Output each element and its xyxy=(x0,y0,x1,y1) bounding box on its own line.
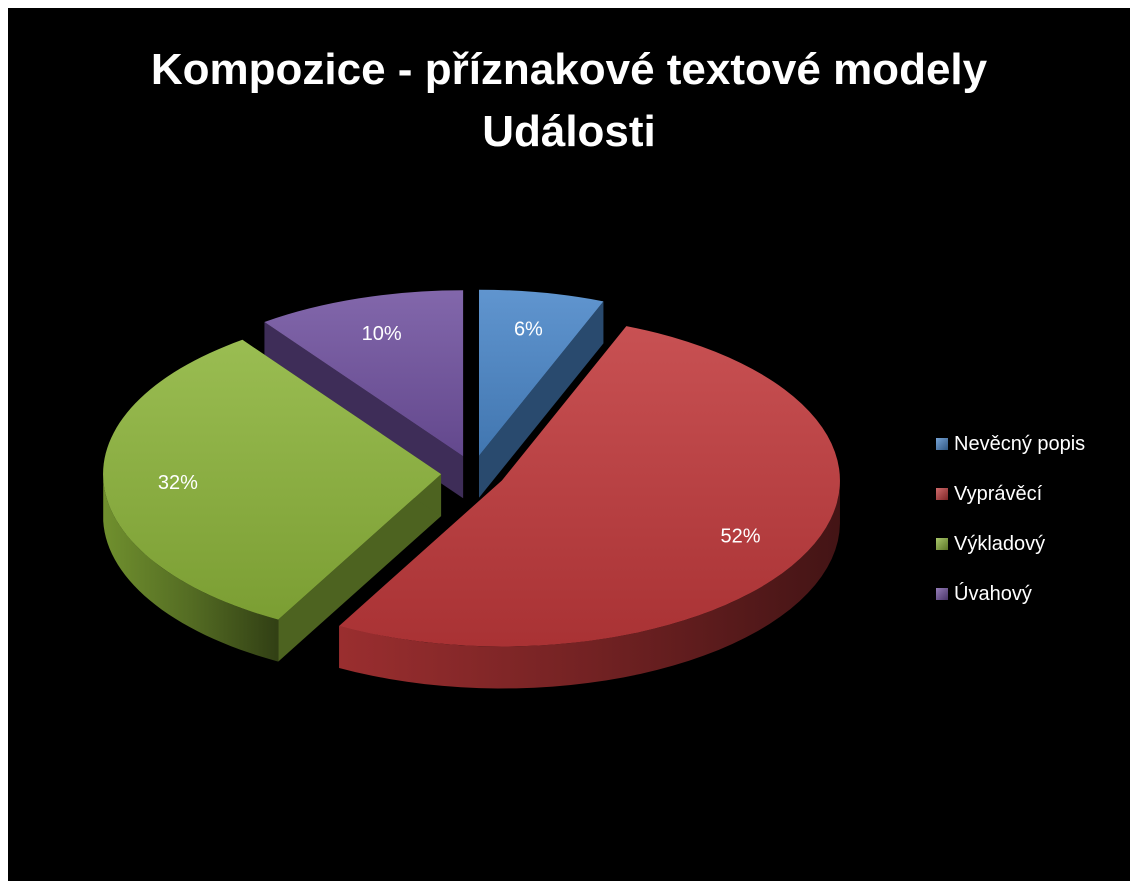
pie-slice-side-vypraveci xyxy=(339,481,840,689)
chart-legend: Nevěcný popis Vyprávěcí Výkladový Úvahov… xyxy=(936,432,1126,632)
pie-data-label-uvahovy: 10% xyxy=(362,323,402,345)
chart-title-line-2: Události xyxy=(482,107,656,156)
pie-slice-vykladovy xyxy=(103,339,442,620)
legend-item-uvahovy: Úvahový xyxy=(936,582,1126,606)
pie-data-label-vykladovy: 32% xyxy=(158,472,198,494)
pie-slice-nevecny-popis xyxy=(478,289,604,456)
pie-slice-wall-nevecny-popis xyxy=(478,301,604,498)
legend-swatch xyxy=(936,538,948,550)
pie-slice-uvahovy xyxy=(264,290,464,457)
legend-label: Výkladový xyxy=(954,533,1046,555)
pie-data-label-vypraveci: 52% xyxy=(720,526,760,548)
pie-slice-wall-vykladovy xyxy=(278,474,442,662)
legend-label: Vyprávěcí xyxy=(954,483,1043,505)
legend-label: Nevěcný popis xyxy=(954,433,1086,455)
legend-swatch xyxy=(936,438,948,450)
legend-swatch xyxy=(936,588,948,600)
pie-slice-wall-uvahovy xyxy=(264,321,464,499)
legend-label: Úvahový xyxy=(954,583,1032,605)
legend-swatch xyxy=(936,488,948,500)
chart-title-line-1: Kompozice - příznakové textové modely xyxy=(150,45,988,94)
pie-slice-vypraveci xyxy=(339,326,840,647)
legend-item-nevecny-popis: Nevěcný popis xyxy=(936,432,1126,456)
pie-slice-side-vykladovy xyxy=(103,478,279,662)
pie-data-label-nevecny-popis: 6% xyxy=(514,319,543,341)
chart-frame: Kompozice - příznakové textové modely Ud… xyxy=(8,8,1130,881)
legend-item-vykladovy: Výkladový xyxy=(936,532,1126,556)
legend-item-vypraveci: Vyprávěcí xyxy=(936,482,1126,506)
pie-chart: 6% 52% 32% 10% xyxy=(103,289,840,689)
